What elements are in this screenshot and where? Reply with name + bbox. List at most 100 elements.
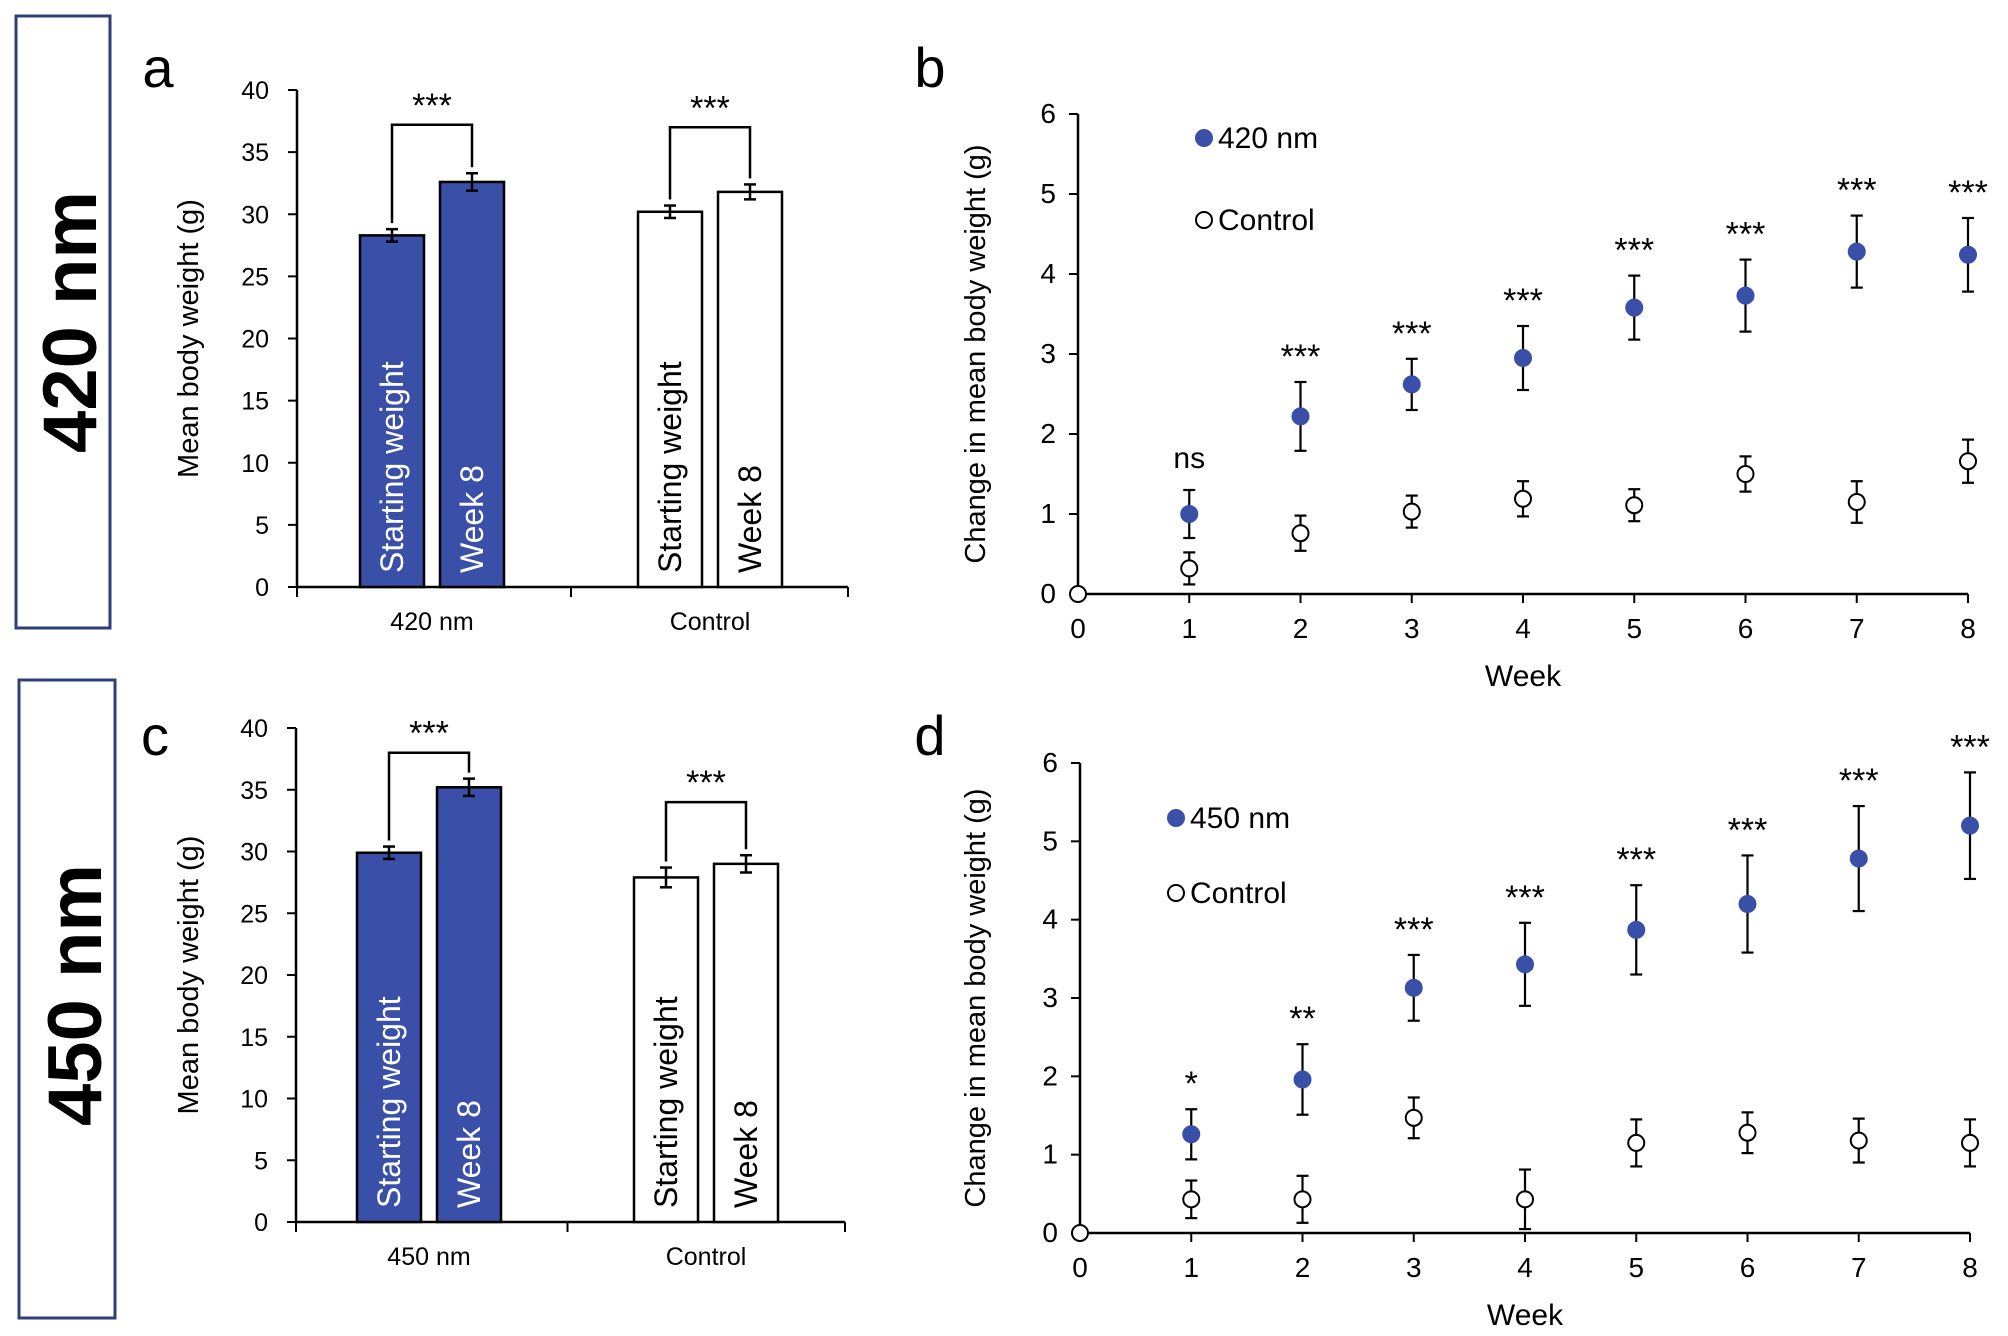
bar-label: Week 8 — [451, 1100, 487, 1208]
significance-label: *** — [412, 87, 452, 125]
x-tick-label: 6 — [1740, 1252, 1756, 1283]
significance-label: *** — [1728, 811, 1768, 849]
x-tick-label: 4 — [1515, 613, 1531, 644]
x-tick-label: 2 — [1295, 1252, 1311, 1283]
bar — [355, 851, 423, 1224]
x-tick-label: 8 — [1962, 1252, 1978, 1283]
treatment-point — [1514, 349, 1532, 367]
x-tick-label: 1 — [1181, 613, 1197, 644]
bar-label: Week 8 — [732, 465, 768, 573]
y-tick-label: 40 — [240, 715, 268, 743]
x-tick-label: 2 — [1293, 613, 1309, 644]
y-tick-label: 10 — [241, 450, 269, 478]
control-point — [1293, 1190, 1312, 1209]
significance-bracket — [668, 126, 752, 200]
x-group-label: Control — [666, 1243, 747, 1271]
y-tick-label: 2 — [1040, 418, 1056, 449]
significance-label: *** — [1948, 174, 1988, 212]
x-tick-label: 5 — [1628, 1252, 1644, 1283]
legend-label-control: Control — [1190, 877, 1287, 910]
significance-bracket — [664, 800, 748, 862]
x-group-label: Control — [670, 608, 751, 636]
significance-label: *** — [1726, 216, 1766, 254]
row-label-450-text: 450 nm — [33, 864, 118, 1126]
significance-label: *** — [1505, 879, 1545, 917]
significance-label: *** — [686, 764, 726, 802]
bar-label: Week 8 — [728, 1100, 764, 1208]
row-label-450-frame — [17, 678, 117, 1320]
bar — [712, 862, 780, 1224]
y-tick-label: 40 — [241, 77, 269, 105]
x-tick-label: 4 — [1517, 1252, 1533, 1283]
y-tick-label: 2 — [1042, 1060, 1058, 1091]
x-tick-label: 5 — [1626, 613, 1642, 644]
significance-label: *** — [1392, 315, 1432, 353]
y-axis-label: Mean body weight (g) — [173, 836, 205, 1115]
significance-label: *** — [1394, 911, 1434, 949]
control-point — [1847, 493, 1866, 511]
treatment-point — [1847, 242, 1866, 261]
y-tick-label: 0 — [255, 574, 269, 602]
treatment-point — [1625, 298, 1644, 317]
control-point — [1069, 585, 1087, 603]
panel-letter: c — [141, 704, 169, 767]
row-label-420: 420 nm — [14, 14, 113, 630]
y-tick-label: 4 — [1042, 904, 1058, 935]
legend-label-treatment: 450 nm — [1190, 802, 1290, 835]
chart-panel-c: c 0 5 10 15 20 25 30 35 40 Mean body weight (g) 450… — [141, 704, 846, 1271]
x-tick-label: 3 — [1406, 1252, 1422, 1283]
row-label-450: 450 nm — [17, 678, 118, 1320]
x-tick-label: 6 — [1738, 613, 1754, 644]
y-tick-label: 1 — [1042, 1139, 1058, 1170]
panel-letter: d — [914, 704, 945, 767]
y-tick-label: 5 — [254, 1147, 268, 1175]
control-point — [1071, 1224, 1089, 1242]
bar-label: Starting weight — [371, 996, 407, 1208]
y-axis-label: Change in mean body weight (g) — [960, 144, 992, 563]
control-point — [1291, 524, 1310, 543]
y-tick-label: 5 — [1040, 178, 1056, 209]
bar — [716, 190, 784, 589]
control-point — [1961, 1133, 1979, 1152]
control-point — [1516, 1190, 1534, 1209]
significance-label: *** — [1837, 172, 1877, 210]
legend-marker-control — [1195, 211, 1213, 229]
significance-label: ns — [1173, 442, 1205, 475]
y-axis-label: Mean body weight (g) — [173, 199, 205, 478]
legend-marker-treatment — [1195, 129, 1213, 147]
y-tick-label: 5 — [1042, 825, 1058, 856]
legend-label-control: Control — [1218, 204, 1315, 237]
y-tick-label: 35 — [241, 139, 269, 167]
y-tick-label: 25 — [241, 263, 269, 291]
y-tick-label: 20 — [241, 326, 269, 354]
chart-panel-b: b 0 1 2 3 4 5 6 Change in mean body weight (g) 0 1… — [914, 36, 1987, 693]
control-point — [1736, 465, 1755, 483]
control-point — [1625, 496, 1644, 515]
treatment-point — [1627, 920, 1646, 939]
x-axis-label: Week — [1485, 660, 1562, 693]
panel-letter: a — [142, 36, 174, 99]
treatment-point — [1959, 245, 1977, 264]
y-tick-label: 10 — [240, 1086, 268, 1114]
x-tick-label: 0 — [1070, 613, 1086, 644]
x-tick-label: 7 — [1851, 1252, 1867, 1283]
significance-label: *** — [1281, 338, 1321, 376]
treatment-point — [1516, 955, 1534, 974]
bar — [358, 234, 426, 589]
control-point — [1402, 502, 1421, 521]
bar — [632, 876, 700, 1224]
treatment-point — [1961, 816, 1979, 835]
significance-bracket — [387, 751, 471, 841]
y-tick-label: 0 — [1040, 578, 1056, 609]
treatment-point — [1402, 375, 1421, 394]
bar-label: Starting weight — [652, 361, 688, 573]
y-tick-label: 35 — [240, 777, 268, 805]
significance-label: *** — [690, 89, 730, 127]
row-label-420-frame — [14, 14, 112, 630]
treatment-point — [1180, 505, 1199, 523]
y-tick-label: 15 — [241, 388, 269, 416]
significance-label: *** — [409, 715, 449, 753]
control-point — [1404, 1108, 1423, 1127]
control-point — [1849, 1131, 1868, 1150]
